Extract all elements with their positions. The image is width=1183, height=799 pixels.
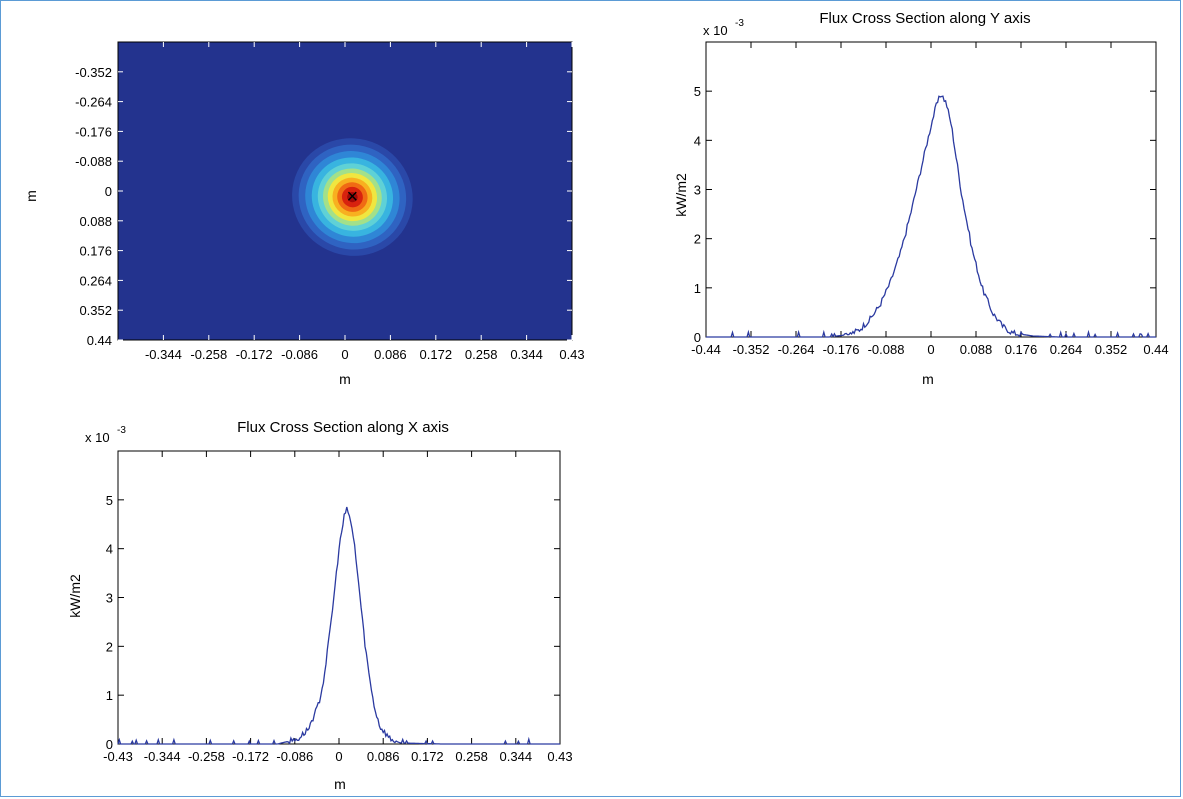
flux-x-scale-label: x 10 <box>85 430 110 445</box>
flux-y-axes-box <box>705 41 1157 338</box>
flux-y-x-tick-label: -0.176 <box>823 342 860 357</box>
flux-y-series-line <box>706 95 1156 338</box>
flux-y-y-tick-label: 2 <box>694 232 701 247</box>
heatmap-x-tick-label: 0.258 <box>465 347 498 362</box>
flux-x-y-tick-label: 2 <box>106 639 113 654</box>
flux-y-y-tick-label: 1 <box>694 281 701 296</box>
heatmap-contour-10 <box>347 191 358 203</box>
heatmap-x-tick-label: 0.344 <box>510 347 543 362</box>
flux-y-x-tick-label: -0.352 <box>733 342 770 357</box>
flux-x-y-tick-label: 1 <box>106 688 113 703</box>
flux-x-x-tick-label: 0 <box>335 749 342 764</box>
flux-x-x-tick-label: -0.172 <box>232 749 269 764</box>
heatmap-y-tick-label: 0.088 <box>79 214 112 229</box>
flux-y-scale-label: x 10 <box>703 23 728 38</box>
heatmap-x-tick-label: -0.344 <box>145 347 182 362</box>
flux-x-chart-title: Flux Cross Section along X axis <box>237 419 449 436</box>
flux-y-x-tick-label: 0 <box>927 342 934 357</box>
flux-x-x-axis-label: m <box>334 776 346 792</box>
flux-x-y-tick-label: 4 <box>106 542 113 557</box>
flux-y-y-tick-label: 5 <box>694 84 701 99</box>
heatmap-x-tick-label: 0 <box>341 347 348 362</box>
heatmap-y-tick-label: -0.088 <box>75 154 112 169</box>
flux-y-y-tick-label: 4 <box>694 133 701 148</box>
flux-x-x-tick-label: 0.43 <box>547 749 572 764</box>
flux-x-x-tick-label: 0.258 <box>455 749 488 764</box>
flux-y-x-tick-label: -0.088 <box>868 342 905 357</box>
flux-y-scale-exponent: -3 <box>735 18 744 29</box>
flux-x-x-tick-label: 0.172 <box>411 749 444 764</box>
heatmap-y-tick-label: 0.176 <box>79 244 112 259</box>
heatmap-y-tick-label: 0.352 <box>79 303 112 318</box>
heatmap-y-ticks: -0.352 -0.264 -0.176 -0.088 0 0.088 0.176 0.264… <box>75 65 572 348</box>
heatmap-x-tick-label: -0.172 <box>236 347 273 362</box>
flux-y-ticks: 0 1 2 3 4 5 -0.44 -0.352 -0.264 -0.176 -0.088 0 0.08… <box>691 42 1169 357</box>
heatmap-x-tick-label: 0.172 <box>420 347 453 362</box>
heatmap-y-tick-label: 0.264 <box>79 273 112 288</box>
flux-y-chart-title: Flux Cross Section along Y axis <box>819 10 1030 27</box>
flux-y-x-tick-label: 0.352 <box>1095 342 1128 357</box>
heatmap-x-tick-label: 0.086 <box>374 347 407 362</box>
flux-x-chart: Flux Cross Section along X axis x 10 -3 … <box>67 419 573 792</box>
flux-y-y-axis-label: kW/m2 <box>673 173 689 217</box>
flux-x-series-line <box>117 506 560 745</box>
flux-x-x-tick-label: -0.086 <box>276 749 313 764</box>
flux-y-chart: Flux Cross Section along Y axis x 10 -3 … <box>673 10 1169 387</box>
flux-y-x-tick-label: -0.264 <box>778 342 815 357</box>
peak-marker: × <box>347 186 359 208</box>
flux-y-x-tick-label: 0.088 <box>960 342 993 357</box>
flux-y-y-tick-label: 3 <box>694 183 701 198</box>
heatmap-y-tick-label: -0.176 <box>75 124 112 139</box>
flux-y-x-tick-label: -0.44 <box>691 342 721 357</box>
flux-x-y-tick-label: 5 <box>106 493 113 508</box>
flux-x-y-axis-label: kW/m2 <box>67 574 83 618</box>
heatmap-y-tick-label: -0.264 <box>75 95 112 110</box>
heatmap-x-ticks: -0.344 -0.258 -0.172 -0.086 0 0.086 0.172 0.258… <box>145 42 585 362</box>
flux-x-x-tick-label: 0.086 <box>367 749 400 764</box>
flux-x-axes-box <box>117 450 561 745</box>
flux-y-y-tick-label: 0 <box>694 330 701 345</box>
flux-y-x-tick-label: 0.176 <box>1005 342 1038 357</box>
heatmap-x-tick-label: -0.258 <box>190 347 227 362</box>
flux-y-x-axis-label: m <box>922 371 934 387</box>
heatmap-y-axis-label: m <box>23 190 39 202</box>
heatmap-y-tick-label: 0.44 <box>87 333 112 348</box>
flux-x-y-tick-label: 3 <box>106 591 113 606</box>
flux-x-x-tick-label: -0.43 <box>103 749 133 764</box>
heatmap-chart: × -0.352 -0.264 -0.176 -0.088 0 0.088 0.176 0.2… <box>23 41 585 387</box>
flux-x-scale-exponent: -3 <box>117 425 126 436</box>
flux-x-x-tick-label: 0.344 <box>500 749 533 764</box>
flux-x-x-tick-label: -0.344 <box>144 749 181 764</box>
heatmap-y-tick-label: -0.352 <box>75 65 112 80</box>
flux-y-x-tick-label: 0.264 <box>1050 342 1083 357</box>
heatmap-x-tick-label: -0.086 <box>281 347 318 362</box>
flux-x-x-tick-label: -0.258 <box>188 749 225 764</box>
heatmap-x-tick-label: 0.43 <box>559 347 584 362</box>
flux-y-x-tick-label: 0.44 <box>1143 342 1168 357</box>
heatmap-y-tick-label: 0 <box>105 184 112 199</box>
heatmap-intensity <box>292 138 413 256</box>
flux-x-y-tick-label: 0 <box>106 737 113 752</box>
heatmap-x-axis-label: m <box>339 371 351 387</box>
